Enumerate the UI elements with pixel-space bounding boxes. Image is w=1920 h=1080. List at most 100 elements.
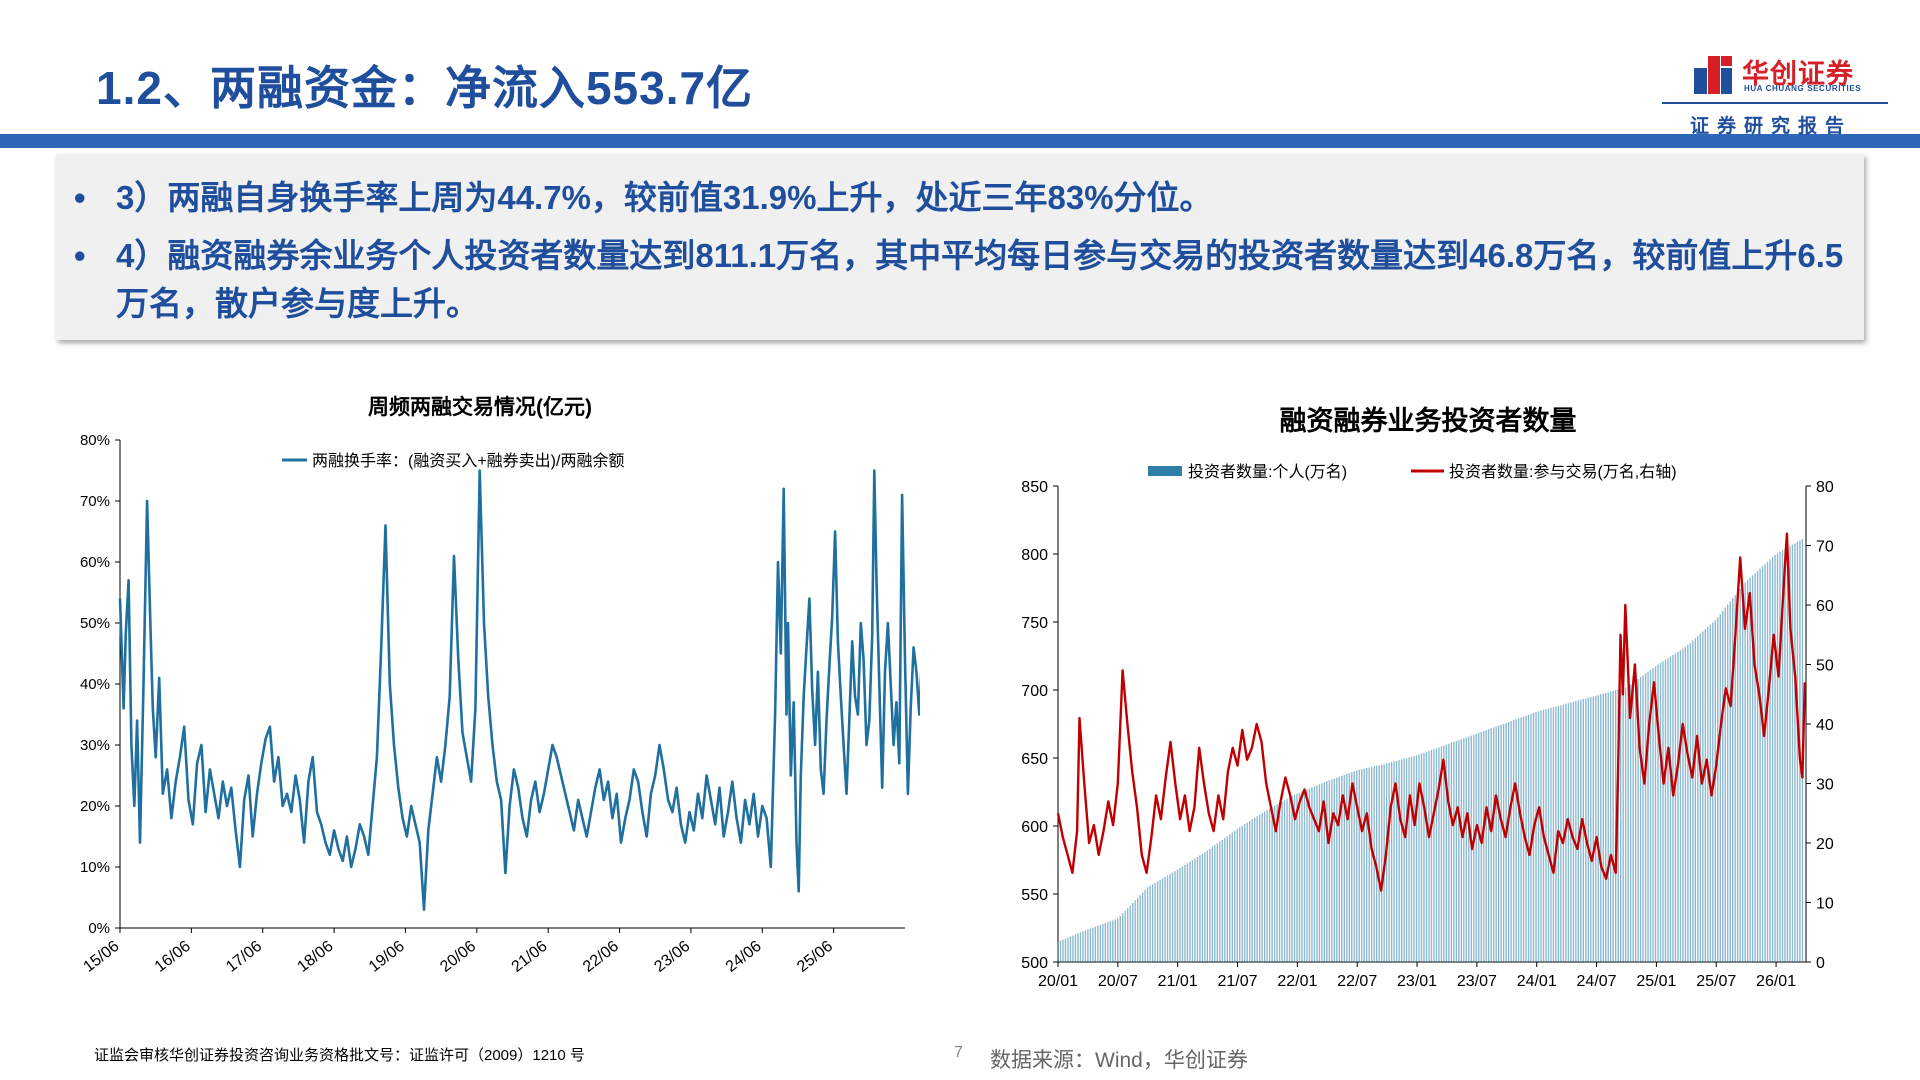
- investor-bar: [1677, 651, 1679, 962]
- turnover-line-chart: 周频两融交易情况(亿元) 0%10%20%30%40%50%60%70%80% …: [80, 395, 920, 976]
- investor-bar: [1336, 777, 1338, 962]
- investor-bar: [1647, 671, 1649, 962]
- investor-bar: [1156, 881, 1159, 962]
- investor-bar: [1059, 940, 1062, 962]
- investor-bar: [1341, 775, 1343, 962]
- investor-bar: [1368, 767, 1370, 962]
- investor-bar: [1724, 607, 1726, 962]
- investor-bar: [1689, 642, 1692, 962]
- left-tick-label: 750: [1021, 615, 1048, 632]
- investor-bar: [1644, 673, 1647, 962]
- investor-bar: [1176, 869, 1179, 962]
- investor-bar: [1418, 754, 1420, 962]
- investor-bar: [1495, 726, 1497, 962]
- investor-bar: [1209, 848, 1211, 962]
- summary-bullet-2: 4）融资融券余业务个人投资者数量达到811.1万名，其中平均每日参与交易的投资者…: [116, 237, 1844, 322]
- investor-bar: [1505, 722, 1507, 962]
- header-band: [0, 134, 1920, 148]
- y-tick-label: 70%: [80, 493, 110, 510]
- x-tick-label: 22/07: [1337, 973, 1377, 990]
- investor-bar: [1102, 923, 1104, 962]
- investor-bar: [1089, 928, 1092, 962]
- investor-bar: [1191, 860, 1194, 962]
- investor-bar: [1346, 774, 1348, 962]
- investor-bar: [1610, 691, 1612, 962]
- investor-bar: [1510, 721, 1512, 962]
- investor-bar: [1682, 648, 1684, 962]
- investor-bar: [1293, 794, 1296, 962]
- investor-bar: [1072, 935, 1074, 962]
- x-tick-label: 25/06: [794, 938, 836, 976]
- investor-bar: [1741, 585, 1744, 962]
- investor-bar: [1219, 841, 1221, 962]
- legend-label-bar: 投资者数量:个人(万名): [1188, 463, 1347, 481]
- investor-bar: [1774, 554, 1776, 962]
- investor-bar: [1657, 664, 1659, 962]
- active-investors-line: [1056, 532, 1806, 892]
- investor-bar: [1488, 729, 1490, 962]
- investor-bar: [1597, 694, 1599, 962]
- data-source: 数据来源：Wind，华创证券: [990, 1049, 1248, 1072]
- investor-bar: [1751, 575, 1754, 962]
- investor-bar: [1727, 604, 1729, 962]
- investor-bar: [1199, 855, 1201, 962]
- investor-bar: [1351, 772, 1353, 962]
- investor-bar: [1169, 874, 1171, 962]
- investor-bar: [1415, 755, 1418, 962]
- investor-bar: [1629, 684, 1632, 962]
- investor-bar: [1622, 688, 1624, 962]
- investor-bar: [1692, 640, 1694, 962]
- investor-bar: [1445, 744, 1448, 962]
- investor-bar: [1674, 653, 1677, 962]
- x-tick-label: 20/07: [1098, 973, 1138, 990]
- x-tick-label: 17/06: [223, 938, 265, 976]
- investor-bar: [1637, 678, 1639, 962]
- investor-bar: [1306, 789, 1308, 962]
- investor-bar: [1796, 541, 1799, 962]
- x-tick-label: 23/06: [651, 938, 693, 976]
- investor-bar: [1196, 856, 1199, 962]
- x-tick-label: 22/01: [1277, 973, 1317, 990]
- investor-bar: [1460, 739, 1463, 962]
- investor-bar: [1699, 633, 1702, 962]
- right-tick-label: 30: [1816, 777, 1834, 794]
- page-number: 7: [954, 1044, 963, 1061]
- investor-bar: [1181, 866, 1184, 962]
- investor-bar: [1258, 814, 1261, 962]
- axes: 500 550 600 650 700 750 800 850 0 10 20 30 40 50 60 70 8…: [1021, 479, 1834, 990]
- investor-bar: [1062, 939, 1064, 962]
- investor-bar: [1786, 547, 1789, 962]
- investor-bar: [1380, 764, 1383, 962]
- investor-bar: [1776, 553, 1779, 962]
- investor-bar: [1249, 820, 1251, 962]
- logo-name-en: HUA CHUANG SECURITIES: [1744, 84, 1862, 93]
- investor-bar: [1684, 647, 1687, 962]
- investor-bar: [1221, 839, 1223, 962]
- investor-bar: [1784, 548, 1786, 962]
- investor-bar: [1358, 769, 1360, 962]
- investor-bar: [1652, 667, 1654, 962]
- investor-count-chart: 融资融券业务投资者数量 投资者数量:个人(万名) 投资者数量:参与交易(万名,右…: [1021, 405, 1834, 990]
- investor-bar: [1234, 830, 1236, 962]
- investor-bar: [1697, 636, 1699, 962]
- investor-bar: [1520, 717, 1522, 962]
- x-tick-label: 21/06: [509, 938, 551, 976]
- license-note: 证监会审核华创证券投资咨询业务资格批文号：证监许可（2009）1210 号: [94, 1047, 585, 1064]
- investor-bar: [1627, 686, 1629, 962]
- left-tick-label: 550: [1021, 887, 1048, 904]
- investor-bar: [1398, 760, 1400, 962]
- investor-bar: [1366, 768, 1368, 962]
- investor-bar: [1231, 832, 1233, 962]
- x-tick-label: 25/07: [1696, 973, 1736, 990]
- investor-bar: [1430, 750, 1433, 962]
- right-tick-label: 20: [1816, 836, 1834, 853]
- logo-name-cn: 华创证券: [1742, 59, 1854, 89]
- investor-bar: [1515, 719, 1517, 962]
- investor-bar: [1662, 661, 1664, 962]
- legend-label-line: 投资者数量:参与交易(万名,右轴): [1449, 463, 1677, 481]
- investor-bar: [1502, 723, 1505, 962]
- legend-label: 两融换手率：(融资买入+融券卖出)/两融余额: [312, 451, 624, 470]
- x-tick-label: 21/01: [1158, 973, 1198, 990]
- investor-bar: [1263, 811, 1266, 962]
- investor-bar: [1736, 591, 1739, 962]
